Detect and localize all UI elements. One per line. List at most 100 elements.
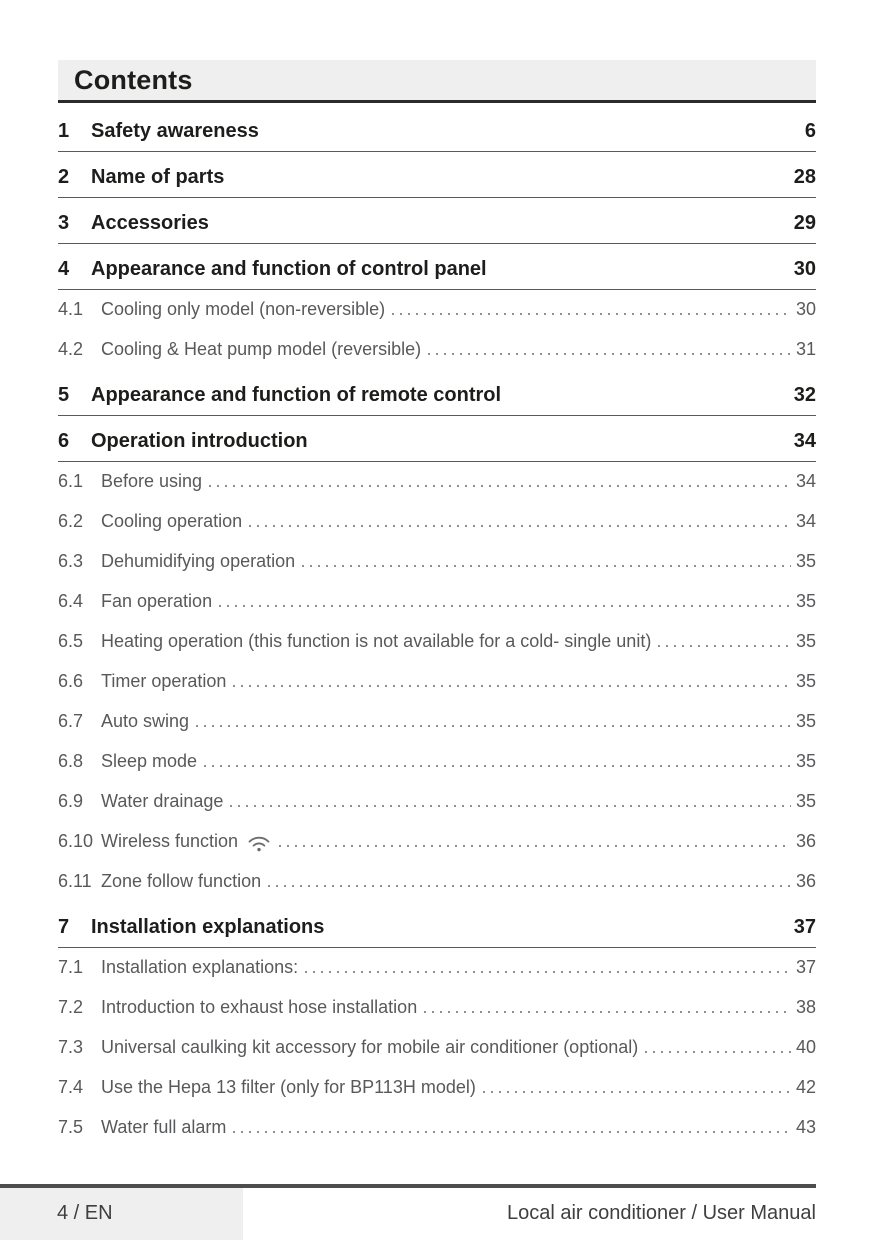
toc-entry-number: 6 bbox=[58, 430, 70, 452]
footer-page-label: 4 / EN bbox=[0, 1188, 243, 1240]
toc-entry-number: 4.2 bbox=[58, 339, 84, 359]
dotted-leader bbox=[268, 884, 791, 887]
toc-entry: 4 Appearance and function of control pan… bbox=[58, 244, 816, 290]
toc-entry: 6.2 Cooling operation 34 bbox=[58, 502, 816, 542]
toc-entry-title: Auto swing bbox=[101, 711, 190, 731]
contents-header: Contents bbox=[58, 60, 816, 103]
dotted-leader bbox=[196, 724, 791, 727]
toc-entry: 6.4 Fan operation 35 bbox=[58, 582, 816, 622]
footer-doc-label: Local air conditioner / User Manual bbox=[506, 1202, 816, 1224]
toc-entry: 7.4 Use the Hepa 13 filter (only for BP1… bbox=[58, 1068, 816, 1108]
toc-entry-title: Wireless function bbox=[101, 831, 239, 851]
toc-entry: 4.2 Cooling & Heat pump model (reversibl… bbox=[58, 330, 816, 370]
toc-entry-page: 35 bbox=[795, 551, 816, 571]
toc-entry-title: Cooling operation bbox=[101, 511, 243, 531]
toc-entry-page: 35 bbox=[795, 711, 816, 731]
toc-entry-number: 6.4 bbox=[58, 591, 84, 611]
toc-entry: 6 Operation introduction 34 bbox=[58, 416, 816, 462]
toc-entry-page: 30 bbox=[795, 299, 816, 319]
toc-entry: 6.5 Heating operation (this function is … bbox=[58, 622, 816, 662]
toc-entry-page: 35 bbox=[795, 631, 816, 651]
toc-entry: 1 Safety awareness 6 bbox=[58, 106, 816, 152]
toc-entry-title: Cooling & Heat pump model (reversible) bbox=[101, 339, 422, 359]
toc-entry-number: 2 bbox=[58, 166, 70, 188]
toc-entry-number: 4 bbox=[58, 258, 70, 280]
dotted-leader bbox=[645, 1050, 791, 1053]
toc-entry-number: 7.1 bbox=[58, 957, 84, 977]
toc-entry-title: Fan operation bbox=[101, 591, 213, 611]
dotted-leader bbox=[231, 181, 788, 184]
toc-entry-title: Timer operation bbox=[101, 671, 227, 691]
toc-entry-page: 37 bbox=[795, 957, 816, 977]
toc-entry-title: Universal caulking kit accessory for mob… bbox=[101, 1037, 639, 1057]
toc-entry: 6.9 Water drainage 35 bbox=[58, 782, 816, 822]
toc-entry-number: 1 bbox=[58, 120, 70, 142]
toc-entry-page: 38 bbox=[795, 997, 816, 1017]
toc-entry-title: Use the Hepa 13 filter (only for BP113H … bbox=[101, 1077, 476, 1097]
toc-entry-title: Installation explanations: bbox=[101, 957, 299, 977]
toc-entry-number: 6.6 bbox=[58, 671, 84, 691]
toc-entry-title: Name of parts bbox=[91, 166, 225, 188]
toc-entry-page: 36 bbox=[795, 871, 816, 891]
toc-entry-number: 7 bbox=[58, 916, 70, 938]
toc-entry-number: 7.4 bbox=[58, 1077, 84, 1097]
dotted-leader bbox=[230, 804, 791, 807]
dotted-leader bbox=[216, 227, 789, 230]
dotted-leader bbox=[508, 399, 789, 402]
dotted-leader bbox=[219, 604, 791, 607]
toc-entry-page: 35 bbox=[795, 751, 816, 771]
toc-entry-number: 6.2 bbox=[58, 511, 84, 531]
toc-entry-title: Before using bbox=[101, 471, 203, 491]
toc-entry-number: 6.7 bbox=[58, 711, 84, 731]
toc-entry-page: 35 bbox=[795, 591, 816, 611]
toc-entry-number: 6.5 bbox=[58, 631, 84, 651]
toc-entry-number: 6.11 bbox=[58, 871, 92, 891]
toc-entry: 7 Installation explanations 37 bbox=[58, 902, 816, 948]
toc-entry-number: 4.1 bbox=[58, 299, 84, 319]
toc-entry-page: 37 bbox=[793, 916, 816, 938]
toc-entry-page: 34 bbox=[795, 511, 816, 531]
toc-entry-number: 7.2 bbox=[58, 997, 84, 1017]
toc-entry: 5 Appearance and function of remote cont… bbox=[58, 370, 816, 416]
toc-entry-page: 35 bbox=[795, 791, 816, 811]
toc-entry-page: 43 bbox=[795, 1117, 816, 1137]
toc-entry: 7.2 Introduction to exhaust hose install… bbox=[58, 988, 816, 1028]
dotted-leader bbox=[233, 684, 791, 687]
toc-entry-title: Introduction to exhaust hose installatio… bbox=[101, 997, 418, 1017]
toc-entry-page: 30 bbox=[793, 258, 816, 280]
toc-entry-page: 34 bbox=[795, 471, 816, 491]
toc-entry: 4.1 Cooling only model (non-reversible) … bbox=[58, 290, 816, 330]
toc-entry-page: 32 bbox=[793, 384, 816, 406]
toc-entry-title: Dehumidifying operation bbox=[101, 551, 296, 571]
toc-entry-title: Operation introduction bbox=[91, 430, 308, 452]
toc-entry-title: Appearance and function of remote contro… bbox=[91, 384, 502, 406]
dotted-leader bbox=[302, 564, 791, 567]
dotted-leader bbox=[266, 135, 800, 138]
toc-entry-number: 6.1 bbox=[58, 471, 84, 491]
dotted-leader bbox=[482, 1090, 791, 1093]
page-footer: 4 / EN Local air conditioner / User Manu… bbox=[0, 1188, 874, 1240]
dotted-leader bbox=[428, 352, 791, 355]
page-title: Contents bbox=[74, 64, 193, 95]
toc-entry-number: 3 bbox=[58, 212, 70, 234]
toc-entry-number: 7.3 bbox=[58, 1037, 84, 1057]
toc-list: 1 Safety awareness 6 2 Name of parts 28 … bbox=[58, 106, 816, 1148]
toc-entry: 6.10 Wireless function 36 bbox=[58, 822, 816, 862]
toc-entry-title: Cooling only model (non-reversible) bbox=[101, 299, 386, 319]
toc-entry-number: 5 bbox=[58, 384, 70, 406]
dotted-leader bbox=[424, 1010, 791, 1013]
toc-entry-title: Heating operation (this function is not … bbox=[101, 631, 652, 651]
toc-entry-page: 35 bbox=[795, 671, 816, 691]
dotted-leader bbox=[494, 273, 789, 276]
toc-entry-page: 31 bbox=[795, 339, 816, 359]
toc-entry-number: 6.3 bbox=[58, 551, 84, 571]
toc-entry-title: Zone follow function bbox=[101, 871, 262, 891]
dotted-leader bbox=[233, 1130, 791, 1133]
toc-entry-title: Appearance and function of control panel bbox=[91, 258, 487, 280]
dotted-leader bbox=[305, 970, 791, 973]
dotted-leader bbox=[331, 931, 788, 934]
toc-entry-title: Water full alarm bbox=[101, 1117, 227, 1137]
toc-entry-page: 28 bbox=[793, 166, 816, 188]
toc-entry: 6.7 Auto swing 35 bbox=[58, 702, 816, 742]
